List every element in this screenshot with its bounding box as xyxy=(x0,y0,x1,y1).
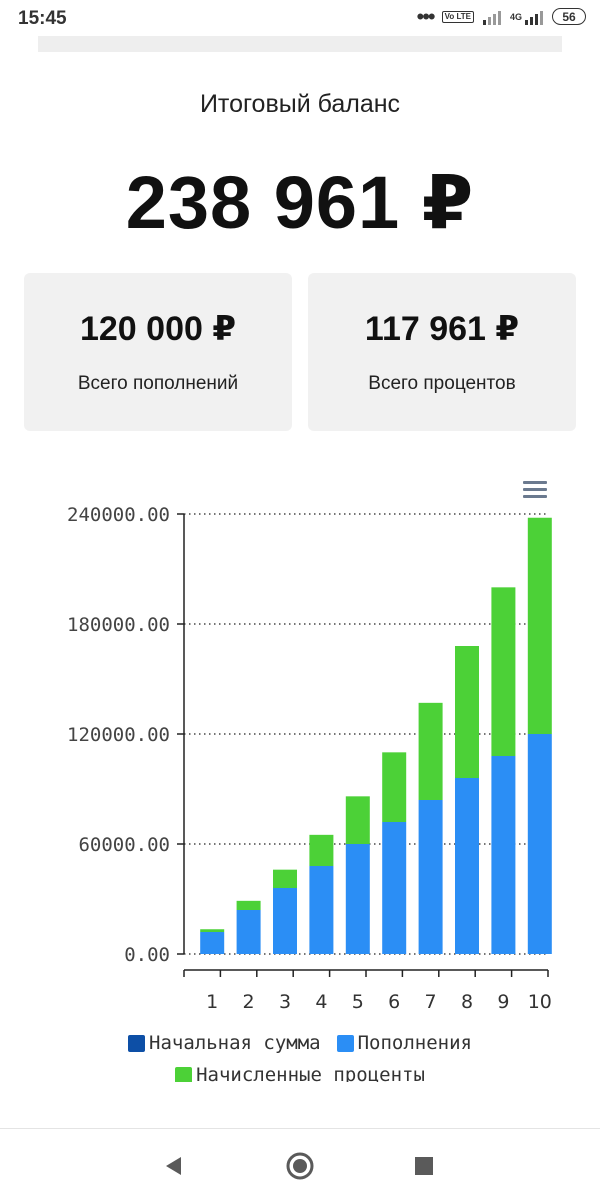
bar-segment-3 xyxy=(491,587,516,756)
bar-segment-2 xyxy=(236,910,261,954)
bar-segment-2 xyxy=(527,734,552,954)
deposits-amount: 120 000 ₽ xyxy=(79,310,236,348)
y-tick-label: 60000.00 xyxy=(78,834,170,856)
bar-segment-2 xyxy=(491,756,516,954)
signal-icon-2 xyxy=(525,10,543,25)
bar-segment-3 xyxy=(418,702,443,800)
bar-segment-2 xyxy=(418,800,443,954)
bar-segment-3 xyxy=(309,834,334,866)
legend-label-initial: Начальная сумма xyxy=(149,1032,321,1054)
legend-clip xyxy=(0,1082,600,1128)
interest-caption: Всего процентов xyxy=(368,373,516,394)
status-icons: ••• Vo LTE 4G 56 xyxy=(416,3,586,29)
bar-segment-3 xyxy=(455,646,479,778)
x-tick-label: 2 xyxy=(243,991,255,1013)
y-tick-label: 180000.00 xyxy=(67,614,170,636)
x-tick-label: 8 xyxy=(461,991,473,1013)
bar-segment-3 xyxy=(345,796,370,844)
x-tick-label: 9 xyxy=(497,991,509,1013)
x-tick-label: 7 xyxy=(425,991,437,1013)
chart-menu-icon[interactable] xyxy=(521,478,549,500)
battery-icon: 56 xyxy=(552,8,586,25)
bar-segment-2 xyxy=(345,844,370,954)
bar-segment-2 xyxy=(273,888,297,954)
recents-icon[interactable] xyxy=(407,1149,441,1183)
bar-segment-3 xyxy=(273,869,297,888)
bar-segment-2 xyxy=(382,822,407,954)
back-icon[interactable] xyxy=(157,1149,191,1183)
legend-interest[interactable]: Начисленные проценты xyxy=(175,1064,425,1086)
home-icon[interactable] xyxy=(283,1149,317,1183)
balance-chart: 0.00 60000.00 120000.00 180000.00 240000.00 1… xyxy=(67,504,552,1013)
bar-segment-3 xyxy=(200,929,225,932)
balance-value: 238 961 ₽ xyxy=(125,161,475,244)
bar-segment-2 xyxy=(309,866,334,954)
status-bar: 15:45 ••• Vo LTE 4G 56 xyxy=(0,0,600,36)
x-tick-label: 3 xyxy=(279,991,291,1013)
x-tick-label: 4 xyxy=(315,991,327,1013)
navigation-bar xyxy=(0,1128,600,1201)
legend-label-interest: Начисленные проценты xyxy=(196,1064,425,1086)
deposits-caption: Всего пополнений xyxy=(77,373,239,394)
legend-swatch-deposits xyxy=(336,1034,354,1052)
x-tick-label: 1 xyxy=(206,991,218,1013)
legend-swatch-interest xyxy=(175,1066,193,1084)
chart-legend: Начальная сумма Пополнения Начисленные п… xyxy=(0,1030,600,1088)
legend-label-deposits: Пополнения xyxy=(357,1032,472,1054)
bar-segment-3 xyxy=(382,752,407,822)
legend-swatch-initial xyxy=(128,1034,145,1052)
balance-label: Итоговый баланс xyxy=(199,90,401,118)
interest-card: 117 961 ₽ Всего процентов xyxy=(308,273,576,431)
x-tick-label: 6 xyxy=(388,991,400,1013)
deposits-card: 120 000 ₽ Всего пополнений xyxy=(24,273,292,431)
signal-icon xyxy=(482,10,501,25)
network-type: 4G xyxy=(509,11,522,22)
bar-segment-2 xyxy=(455,778,479,954)
x-tick-label: 10 xyxy=(528,991,552,1013)
x-tick-label: 5 xyxy=(352,991,364,1013)
y-tick-label: 120000.00 xyxy=(67,724,170,746)
interest-amount: 117 961 ₽ xyxy=(364,310,520,348)
bar-segment-3 xyxy=(527,517,552,734)
bar-segment-3 xyxy=(236,900,261,910)
legend-initial-sum[interactable]: Начальная сумма xyxy=(128,1032,321,1054)
status-time: 15:45 xyxy=(18,8,67,29)
volte-icon: Vo LTE xyxy=(441,10,474,23)
legend-deposits[interactable]: Пополнения xyxy=(336,1032,472,1054)
notification-dots-icon: ••• xyxy=(416,3,436,29)
y-tick-label: 240000.00 xyxy=(67,504,170,526)
y-tick-label: 0.00 xyxy=(124,944,170,966)
bar-segment-2 xyxy=(200,932,225,954)
top-strip xyxy=(38,36,562,52)
